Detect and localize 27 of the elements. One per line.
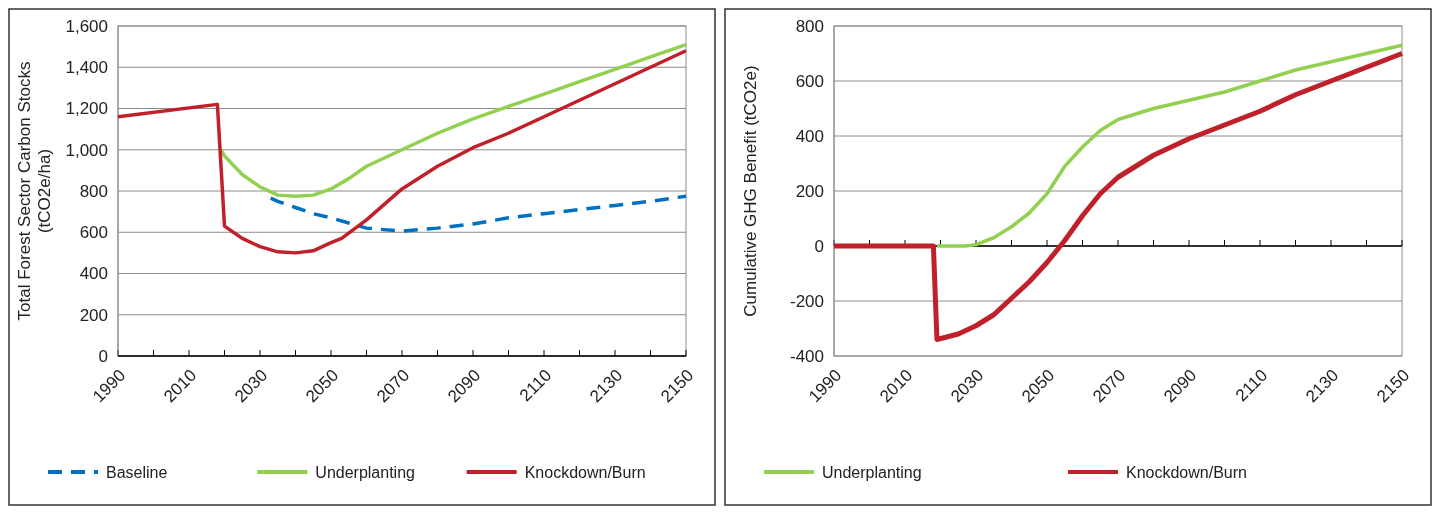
y-tick-label: 600 (795, 71, 824, 91)
y-axis-title: Total Forest Sector Carbon Stocks (tCO2e/ha) (15, 61, 55, 321)
y-tick-label: -400 (789, 346, 824, 366)
y-tick-label: -200 (789, 291, 824, 311)
y-tick-label: 200 (795, 181, 824, 201)
y-tick-label: 1,400 (65, 58, 108, 78)
y-tick-label: 800 (795, 16, 824, 36)
legend-label: Knockdown/Burn (1126, 463, 1247, 481)
y-tick-label: 1,600 (65, 16, 108, 36)
legend-label: Underplanting (822, 463, 922, 481)
legend-label: Knockdown/Burn (524, 463, 646, 481)
y-tick-label: 0 (98, 346, 108, 366)
y-tick-label: 0 (814, 236, 824, 256)
y-tick-label: 400 (795, 126, 824, 146)
y-tick-label: 200 (79, 305, 108, 325)
line-series (219, 42, 688, 198)
y-tick-label: 400 (79, 264, 108, 284)
line-series (116, 49, 688, 255)
legend-label: Baseline (106, 463, 168, 481)
y-axis-title: Cumulative GHG Benefit (tCO2e) (741, 65, 760, 317)
y-tick-label: 600 (79, 223, 108, 243)
legend-label: Underplanting (315, 463, 415, 481)
line-series (935, 43, 1404, 248)
y-tick-label: 1,200 (65, 99, 108, 119)
y-tick-label: 1,000 (65, 140, 108, 160)
y-tick-label: 800 (79, 181, 108, 201)
line-series (268, 194, 688, 233)
